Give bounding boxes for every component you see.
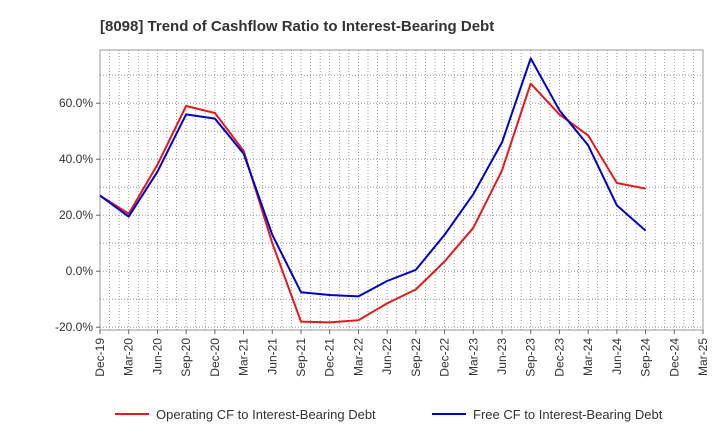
y-tick-label: 0.0% (66, 264, 94, 278)
x-tick-label: Jun-20 (150, 338, 164, 375)
legend: Operating CF to Interest-Bearing Debt Fre… (115, 407, 663, 422)
x-tick-label: Sep-20 (179, 338, 193, 377)
y-tick-label: 40.0% (59, 152, 93, 166)
x-tick-label: Dec-21 (323, 338, 337, 377)
x-tick-label: Sep-21 (294, 338, 308, 377)
x-tick-label: Jun-24 (610, 338, 624, 375)
x-tick-label: Mar-23 (466, 338, 480, 376)
chart-title: [8098] Trend of Cashflow Ratio to Intere… (100, 18, 494, 35)
y-axis-ticks: -20.0% 0.0% 20.0% 40.0% 60.0% (55, 96, 100, 334)
plot-area (99, 49, 704, 331)
series-line-2 (99, 57, 647, 298)
x-tick-label: Mar-24 (581, 338, 595, 376)
x-tick-label: Mar-21 (237, 338, 251, 376)
x-tick-label: Sep-24 (639, 338, 653, 377)
legend-label-1: Operating CF to Interest-Bearing Debt (156, 407, 376, 422)
x-tick-label: Mar-25 (696, 338, 710, 376)
legend-label-2: Free CF to Interest-Bearing Debt (473, 407, 663, 422)
series-lines (99, 57, 647, 324)
y-tick-label: -20.0% (55, 320, 93, 334)
x-tick-label: Dec-22 (438, 338, 452, 377)
x-tick-label: Mar-20 (122, 338, 136, 376)
x-tick-label: Dec-19 (93, 338, 107, 377)
x-tick-label: Sep-22 (409, 338, 423, 377)
x-tick-label: Dec-23 (552, 338, 566, 377)
x-tick-label: Dec-24 (667, 338, 681, 377)
x-axis-ticks: Dec-19 Mar-20 Jun-20 Sep-20 Dec-20 Mar-21 Jun-… (93, 330, 710, 377)
x-tick-label: Jun-21 (265, 338, 279, 375)
x-tick-label: Mar-22 (351, 338, 365, 376)
y-tick-label: 60.0% (59, 96, 93, 110)
x-tick-label: Jun-23 (495, 338, 509, 375)
x-tick-label: Dec-20 (208, 338, 222, 377)
y-tick-label: 20.0% (59, 208, 93, 222)
x-tick-label: Jun-22 (380, 338, 394, 375)
x-tick-label: Sep-23 (524, 338, 538, 377)
series-line-1 (99, 82, 646, 324)
